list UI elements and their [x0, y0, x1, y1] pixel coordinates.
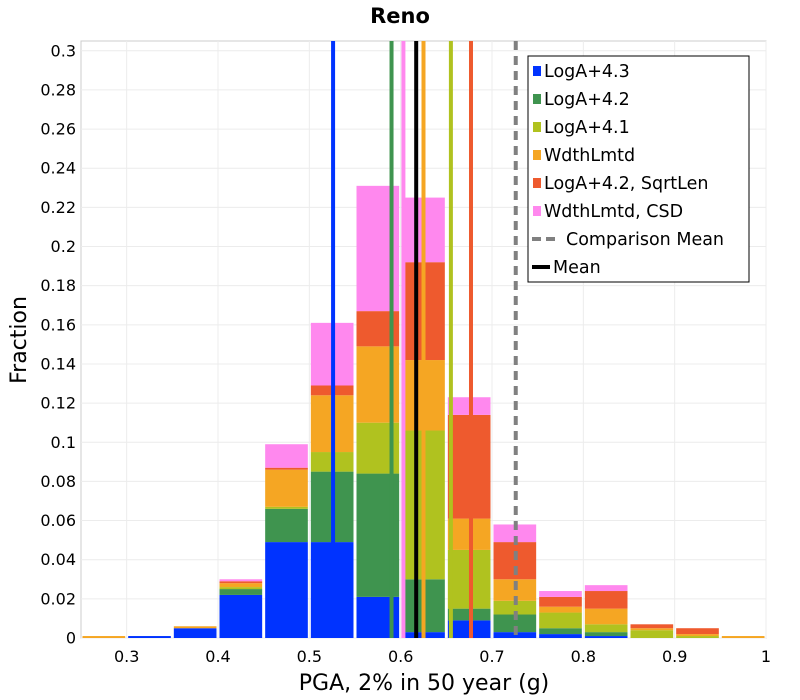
bar-segment	[265, 506, 308, 509]
y-tick-label: 0.18	[40, 276, 76, 295]
x-tick-label: 0.4	[205, 647, 230, 666]
bar-segment	[584, 585, 628, 592]
legend-swatch	[533, 122, 541, 132]
legend-label: LogA+4.2	[544, 90, 630, 110]
bar-segment	[584, 636, 628, 638]
legend-label: WdthLmtd	[544, 146, 635, 166]
y-tick-label: 0.02	[40, 589, 76, 608]
y-tick-label: 0.3	[51, 41, 76, 60]
bar-segment	[584, 632, 628, 637]
y-tick-label: 0.12	[40, 394, 76, 413]
bar-segment	[630, 628, 674, 631]
bar-segment	[219, 583, 263, 588]
y-axis-label: Fraction	[7, 296, 32, 384]
bar-segment	[493, 579, 537, 601]
bar-segment	[219, 579, 263, 582]
x-axis-ticks: 0.3 0.4 0.5 0.6 0.7 0.8 0.9 1	[114, 647, 771, 666]
bar-segment	[539, 596, 582, 607]
bar-segment	[265, 508, 308, 543]
bar-segment	[539, 628, 582, 635]
bar-segment	[493, 614, 537, 633]
bar-segment	[219, 587, 263, 590]
bar-segment	[493, 600, 537, 615]
bar-segment	[630, 630, 674, 638]
legend-label: LogA+4.3	[544, 62, 630, 82]
y-tick-label: 0	[66, 629, 76, 648]
bar-segment	[219, 581, 263, 584]
bar-segment	[676, 628, 719, 635]
legend-swatch	[533, 178, 541, 188]
bar-segment	[265, 542, 308, 638]
y-tick-label: 0.22	[40, 198, 76, 217]
legend-swatch	[533, 150, 541, 160]
bar-segment	[721, 636, 765, 638]
bar-segment	[584, 591, 628, 609]
x-tick-label: 0.7	[479, 647, 504, 666]
bar-segment	[676, 636, 719, 638]
bar-segment	[539, 612, 582, 629]
bar-segment	[584, 624, 628, 633]
bar-segment	[219, 594, 263, 638]
legend-label: Comparison Mean	[566, 230, 724, 250]
chart-title: Reno	[370, 4, 430, 28]
x-tick-label: 0.3	[114, 647, 139, 666]
x-tick-label: 0.6	[388, 647, 413, 666]
x-tick-label: 0.8	[571, 647, 596, 666]
bar-segment	[493, 524, 537, 543]
legend-swatch	[533, 66, 541, 76]
bar-segment	[265, 444, 308, 468]
legend: LogA+4.3 LogA+4.2 LogA+4.1 WdthLmtd LogA+4.2…	[527, 55, 750, 283]
legend-label: Mean	[553, 258, 601, 278]
bar-segment	[265, 467, 308, 470]
bar-segment	[128, 636, 171, 638]
mean-lines	[331, 41, 518, 638]
bar-segment	[219, 589, 263, 595]
legend-label: LogA+4.1	[544, 118, 630, 138]
y-tick-label: 0.16	[40, 315, 76, 334]
y-axis-ticks: 0 0.02 0.04 0.06 0.08 0.1 0.12 0.14 0.16 0.18 0.2 0…	[40, 41, 76, 647]
bar-segment	[584, 608, 628, 625]
y-tick-label: 0.1	[51, 433, 76, 452]
legend-label: WdthLmtd, CSD	[544, 202, 683, 222]
bar-segment	[539, 606, 582, 613]
x-tick-label: 0.9	[662, 647, 687, 666]
y-tick-label: 0.08	[40, 472, 76, 491]
bar-segment	[539, 634, 582, 638]
bar-segment	[265, 469, 308, 507]
legend-swatch	[533, 94, 541, 104]
legend-swatch	[533, 206, 541, 216]
y-tick-label: 0.04	[40, 550, 76, 569]
x-axis-label: PGA, 2% in 50 year (g)	[299, 671, 550, 696]
y-tick-label: 0.2	[51, 237, 76, 256]
bar-segment	[493, 632, 537, 638]
y-tick-label: 0.24	[40, 159, 76, 178]
bar-segment	[82, 636, 126, 638]
y-tick-label: 0.28	[40, 80, 76, 99]
y-tick-label: 0.06	[40, 511, 76, 530]
legend-box	[527, 55, 750, 283]
bar-segment	[539, 591, 582, 597]
y-tick-label: 0.26	[40, 120, 76, 139]
y-tick-label: 0.14	[40, 354, 76, 373]
bar-segment	[173, 626, 217, 629]
x-tick-label: 0.5	[297, 647, 322, 666]
x-tick-label: 1	[761, 647, 771, 666]
bar-segment	[630, 624, 674, 629]
legend-label: LogA+4.2, SqrtLen	[544, 174, 708, 194]
bar-segment	[173, 628, 217, 638]
bar-segment	[676, 634, 719, 637]
